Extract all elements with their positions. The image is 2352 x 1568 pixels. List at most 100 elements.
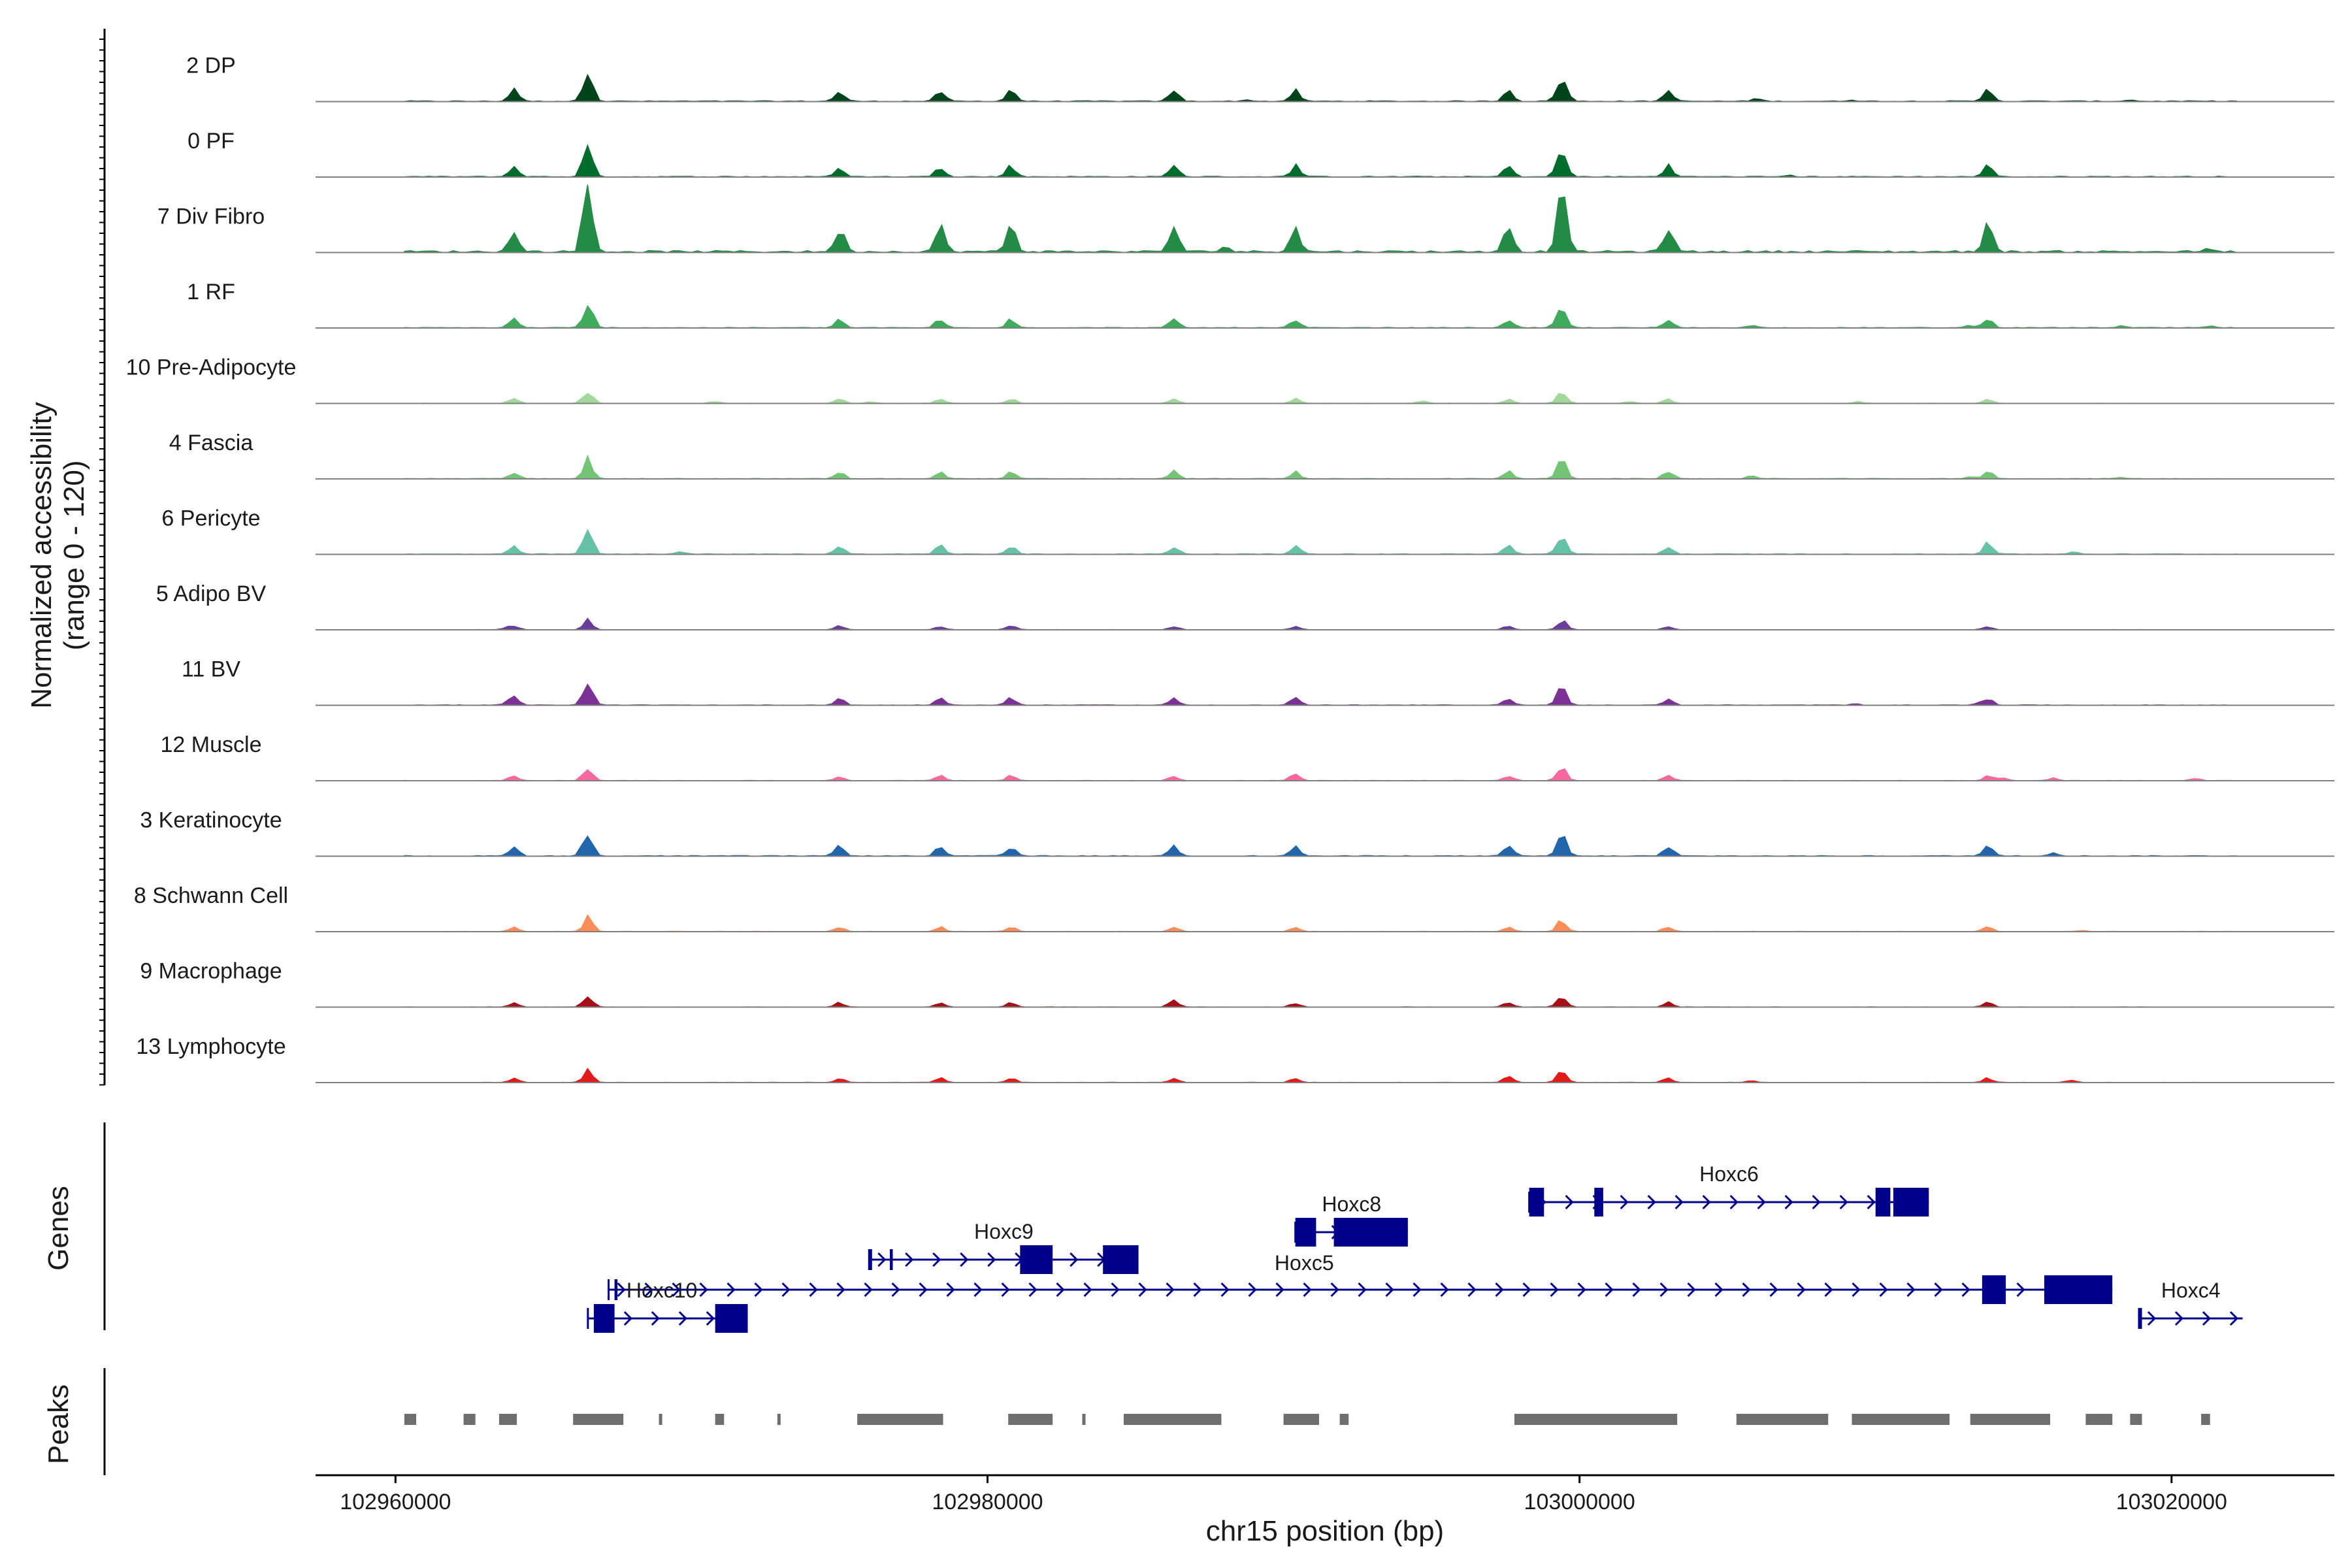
exon — [593, 1304, 615, 1333]
exon — [1982, 1275, 2006, 1304]
strand-arrow — [1659, 1282, 1669, 1298]
exon — [1529, 1188, 1544, 1217]
track-label: 3 Keratinocyte — [140, 808, 282, 833]
gene-hoxc9: Hoxc9 — [868, 1220, 1139, 1274]
strand-arrow — [2016, 1282, 2025, 1298]
strand-arrow — [1358, 1282, 1367, 1298]
track-label: 5 Adipo BV — [156, 581, 267, 606]
track-label: 10 Pre-Adipocyte — [126, 355, 297, 380]
strand-arrow — [1674, 1194, 1684, 1210]
track-7: 5 Adipo BV — [156, 581, 2334, 630]
genes-track-title: Genes — [42, 1186, 74, 1271]
strand-arrow — [1565, 1194, 1574, 1210]
strand-arrow — [727, 1282, 736, 1298]
strand-arrow — [1028, 1282, 1037, 1298]
track-label: 8 Schwann Cell — [134, 883, 288, 908]
strand-arrow — [960, 1252, 969, 1267]
exon — [1103, 1245, 1139, 1274]
x-tick-label: 103000000 — [1524, 1490, 1635, 1514]
peak-bar — [1283, 1414, 1319, 1425]
peak-bar — [1123, 1414, 1222, 1425]
track-5: 4 Fascia — [169, 431, 2334, 480]
peak-bar — [463, 1414, 476, 1425]
strand-arrow — [623, 1311, 632, 1326]
strand-arrow — [1839, 1194, 1848, 1210]
gene-hoxc8: Hoxc8 — [1294, 1192, 1408, 1247]
strand-arrow — [1385, 1282, 1394, 1298]
strand-arrow — [973, 1282, 983, 1298]
strand-arrow — [1138, 1282, 1147, 1298]
strand-arrow — [1056, 1282, 1065, 1298]
strand-arrow — [1812, 1194, 1821, 1210]
exon — [2138, 1308, 2142, 1329]
track-label: 12 Muscle — [161, 732, 262, 757]
strand-arrow — [2202, 1311, 2212, 1326]
strand-arrow — [2229, 1311, 2239, 1326]
exon — [1295, 1218, 1316, 1247]
peak-bar — [659, 1414, 662, 1425]
strand-arrow — [1070, 1252, 1079, 1267]
strand-arrow — [1275, 1282, 1284, 1298]
track-label: 4 Fascia — [169, 431, 253, 455]
peak-bar — [573, 1414, 624, 1425]
strand-arrow — [1852, 1282, 1861, 1298]
strand-arrow — [644, 1282, 653, 1298]
strand-arrow — [2174, 1311, 2184, 1326]
peak-bar — [857, 1414, 943, 1425]
strand-arrow — [987, 1252, 996, 1267]
peak-bar — [1852, 1414, 1950, 1425]
track-label: 13 Lymphocyte — [136, 1034, 286, 1059]
track-label: 7 Div Fibro — [157, 204, 265, 229]
gene-hoxc4: Hoxc4 — [2138, 1279, 2243, 1329]
track-11: 8 Schwann Cell — [134, 883, 2334, 932]
strand-arrow — [836, 1282, 845, 1298]
track-12: 9 Macrophage — [140, 959, 2334, 1008]
strand-arrow — [1687, 1282, 1696, 1298]
track-2: 7 Div Fibro — [157, 184, 2334, 253]
peak-bar — [2201, 1414, 2210, 1425]
strand-arrow — [919, 1282, 928, 1298]
exon — [715, 1304, 748, 1333]
strand-arrow — [1413, 1282, 1422, 1298]
strand-arrow — [617, 1282, 626, 1298]
strand-arrow — [1083, 1282, 1092, 1298]
peak-bar — [1008, 1414, 1053, 1425]
strand-arrow — [1495, 1282, 1504, 1298]
strand-arrow — [1757, 1194, 1766, 1210]
exon — [1333, 1218, 1408, 1247]
track-label: 9 Macrophage — [140, 959, 282, 984]
genes-track: Genes Hoxc6 Hoxc8 Hoxc9 Hoxc5 Hoxc10 Hoxc4 — [42, 1122, 2243, 1333]
strand-arrow — [672, 1282, 681, 1298]
strand-arrow — [699, 1282, 708, 1298]
strand-arrow — [1166, 1282, 1175, 1298]
exon — [1875, 1188, 1891, 1217]
strand-arrow — [1632, 1282, 1641, 1298]
strand-arrow — [1769, 1282, 1778, 1298]
strand-arrow — [905, 1252, 914, 1267]
exon — [1020, 1245, 1053, 1274]
strand-arrow — [1330, 1282, 1339, 1298]
strand-arrow — [1647, 1194, 1656, 1210]
track-8: 11 BV — [182, 657, 2334, 706]
gene-hoxc5: Hoxc5 — [608, 1251, 2113, 1304]
strand-arrow — [1797, 1282, 1806, 1298]
strand-arrow — [1879, 1282, 1888, 1298]
strand-arrow — [706, 1311, 715, 1326]
gene-hoxc6: Hoxc6 — [1528, 1162, 1929, 1217]
track-label: 0 PF — [188, 129, 235, 154]
x-tick-label: 102960000 — [340, 1490, 451, 1514]
exon — [1594, 1188, 1603, 1217]
exon — [2044, 1275, 2113, 1304]
peaks-track: Peaks — [42, 1368, 2210, 1475]
y-axis-title-group: Normalized accessibility (range 0 - 120) — [25, 402, 90, 708]
gene-label: Hoxc9 — [974, 1220, 1034, 1243]
track-3: 1 RF — [187, 280, 2334, 329]
strand-arrow — [1605, 1282, 1614, 1298]
strand-arrow — [864, 1282, 873, 1298]
track-13: 13 Lymphocyte — [136, 1034, 2334, 1083]
peak-bar — [1082, 1414, 1086, 1425]
peak-bar — [2130, 1414, 2142, 1425]
x-tick-label: 103020000 — [2116, 1490, 2227, 1514]
track-4: 10 Pre-Adipocyte — [126, 355, 2334, 404]
peak-bar — [2085, 1414, 2113, 1425]
